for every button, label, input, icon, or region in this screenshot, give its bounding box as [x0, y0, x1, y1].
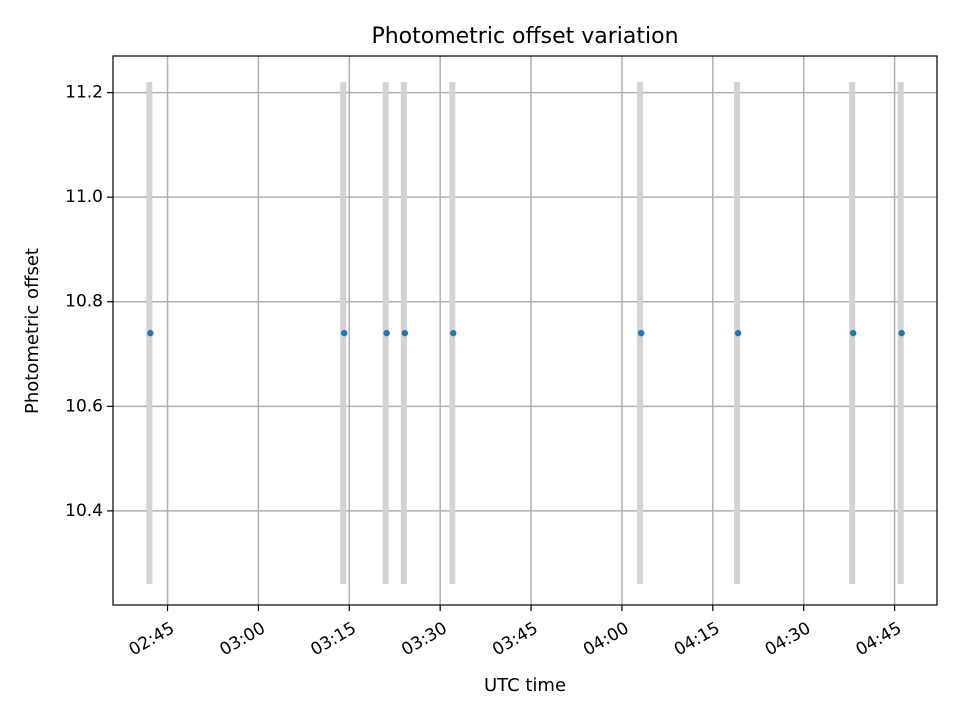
data-point: [401, 329, 409, 337]
y-tick-label: 11.0: [65, 187, 103, 207]
x-axis-label: UTC time: [484, 675, 566, 696]
data-point: [450, 329, 457, 337]
y-tick-label: 10.4: [65, 501, 103, 521]
data-point: [734, 329, 742, 337]
y-tick-label: 11.2: [65, 83, 103, 103]
axis-ticks: 02:45 03:00 03:15 03:30 03:45 04:00 04:15 04:30…: [65, 83, 905, 661]
data-point: [383, 329, 390, 337]
y-tick-label: 10.8: [65, 292, 103, 312]
x-tick-label: 04:45: [853, 618, 905, 660]
plot-frame: [112, 55, 938, 606]
y-tick-label: 10.6: [65, 396, 103, 416]
x-tick-label: 03:45: [489, 618, 541, 660]
x-tick-label: 03:15: [307, 618, 359, 660]
x-tick-label: 02:45: [126, 618, 178, 660]
data-point: [898, 329, 905, 337]
grid: [113, 56, 937, 605]
data-series: [146, 82, 905, 585]
x-tick-label: 03:00: [216, 618, 268, 660]
x-tick-label: 04:00: [580, 618, 632, 660]
data-point: [147, 329, 154, 337]
data-point: [341, 329, 348, 337]
data-point: [849, 329, 857, 337]
data-point: [637, 329, 645, 337]
chart-title: Photometric offset variation: [371, 24, 678, 49]
x-tick-label: 04:15: [671, 618, 723, 660]
x-tick-label: 04:30: [762, 618, 814, 660]
x-tick-label: 03:30: [398, 618, 450, 660]
y-axis-label: Photometric offset: [22, 248, 43, 414]
